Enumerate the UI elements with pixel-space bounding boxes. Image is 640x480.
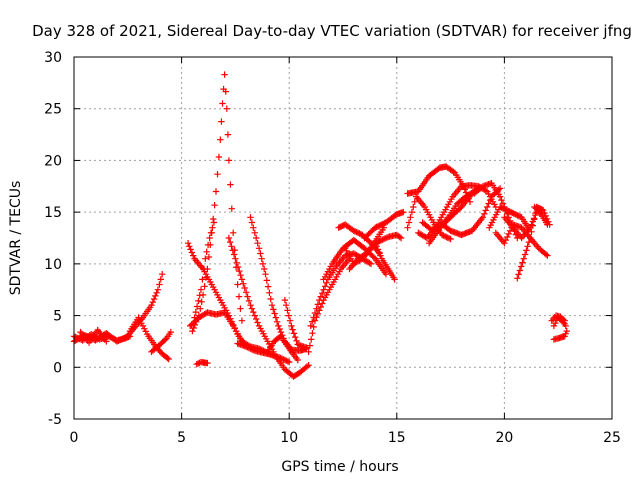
series-t6-markers	[148, 328, 174, 355]
x-tick-label: 15	[388, 430, 406, 446]
series-t13-markers	[234, 340, 293, 366]
x-tick-label: 5	[177, 430, 186, 446]
series-t15-markers	[264, 333, 301, 364]
series-t30-markers	[436, 185, 504, 239]
series-t22-markers	[346, 224, 388, 273]
data-series	[70, 71, 570, 380]
series-t11-markers	[193, 358, 211, 368]
x-tick-label: 0	[70, 430, 79, 446]
y-tick-label: 0	[53, 360, 62, 376]
series-t19-markers	[320, 236, 390, 283]
plot-frame	[73, 56, 613, 420]
series-t3-markers	[77, 326, 110, 346]
x-tick-label: 10	[280, 430, 298, 446]
y-tick-label: -5	[48, 412, 62, 428]
y-tick-label: 30	[44, 50, 62, 66]
y-tick-label: 20	[44, 153, 62, 169]
series-t35-markers	[514, 203, 553, 282]
y-axis-label: SDTVAR / TECUs	[8, 181, 24, 296]
series-t21-markers	[342, 231, 405, 268]
x-tick-label: 20	[495, 430, 513, 446]
x-axis-label: GPS time / hours	[281, 459, 398, 475]
series-t10-markers	[191, 219, 218, 321]
chart-title: Day 328 of 2021, Sidereal Day-to-day VTE…	[32, 22, 632, 40]
series-t26-markers	[404, 193, 454, 243]
series-t24-markers	[372, 240, 398, 283]
y-tick-label: 10	[44, 257, 62, 273]
series-t23-markers	[361, 208, 407, 242]
series-t16-markers	[281, 296, 310, 351]
y-tick-label: 5	[53, 309, 62, 325]
x-tick-label: 25	[603, 430, 621, 446]
axis-ticks: 0 5 10 15 20 25 -5 0 5 10 15 20 25 30	[44, 50, 621, 446]
series-t12-markers	[225, 234, 312, 380]
series-t36-markers	[531, 203, 551, 228]
y-tick-label: 25	[44, 102, 62, 118]
series-t14-markers	[247, 214, 310, 354]
series-t32-markers	[486, 203, 532, 231]
series-t38-markers	[550, 314, 568, 330]
y-tick-label: 15	[44, 205, 62, 221]
